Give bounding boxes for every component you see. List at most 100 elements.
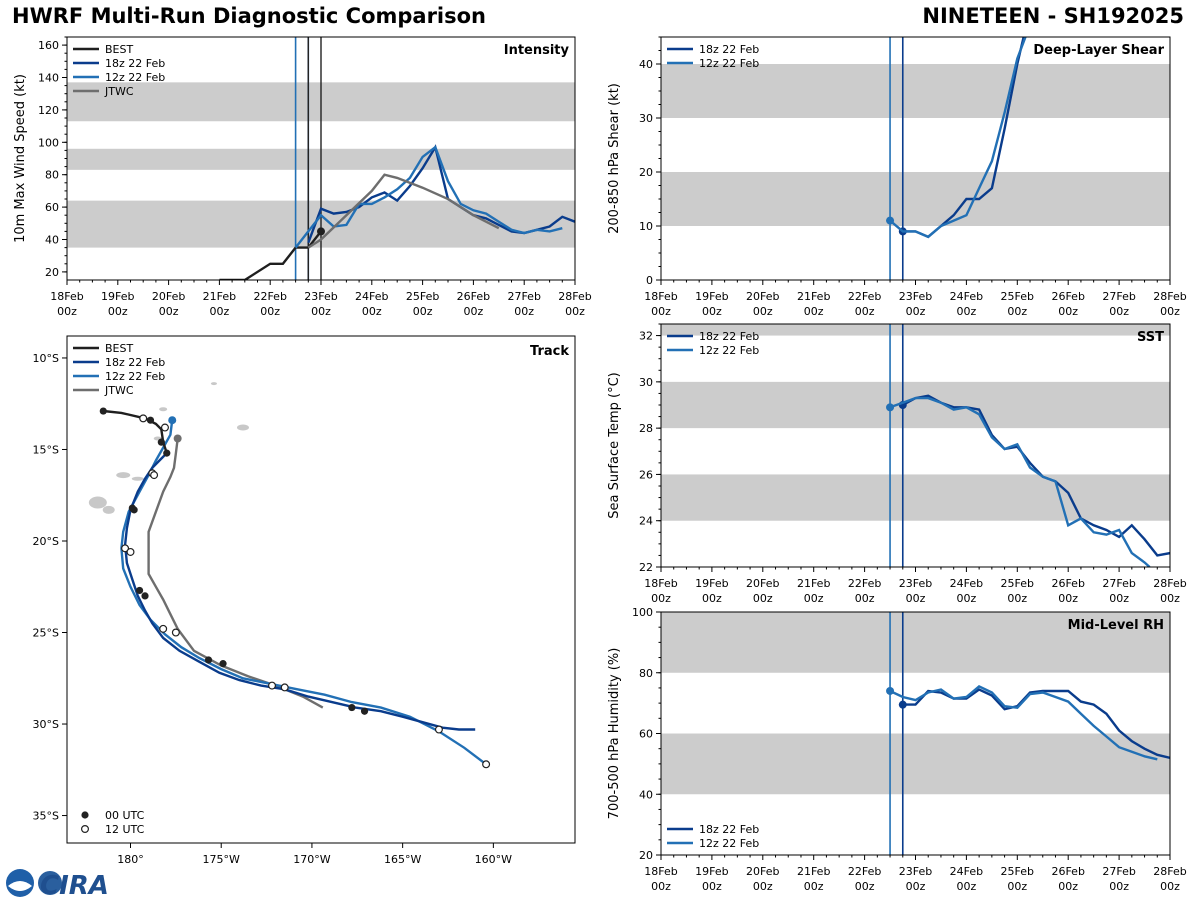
xtick-day: 28Feb <box>1153 290 1186 303</box>
figure-title: HWRF Multi-Run Diagnostic Comparison <box>12 4 487 28</box>
band-rh-1 <box>661 612 1170 673</box>
xtick-hour: 00z <box>855 592 875 605</box>
marker-00utc <box>360 707 369 715</box>
ytick-label: 40 <box>639 58 653 71</box>
ytick-label: 60 <box>639 728 653 741</box>
xtick-hour: 00z <box>957 880 977 893</box>
marker-00utc <box>141 592 149 600</box>
ytick-label: 10 <box>639 220 653 233</box>
xtick-hour: 00z <box>57 305 77 318</box>
xtick-hour: 00z <box>753 305 773 318</box>
marker-00utc <box>130 506 138 514</box>
ytick-label: 20°S <box>33 535 59 548</box>
track-start-run12z <box>168 416 177 425</box>
xtick-day: 27Feb <box>1102 290 1135 303</box>
ytick-label: 100 <box>632 606 653 619</box>
band-shear-1 <box>661 64 1170 118</box>
xtick-day: 23Feb <box>899 865 932 878</box>
ytick-label: 32 <box>639 330 653 343</box>
xtick-hour: 00z <box>702 880 722 893</box>
legend-label-run18z: 18z 22 Feb <box>105 356 165 369</box>
xtick-label: 160°W <box>475 853 512 866</box>
marker-00utc <box>348 703 356 712</box>
xtick-day: 26Feb <box>457 290 490 303</box>
xtick-hour: 00z <box>804 880 824 893</box>
xtick-hour: 00z <box>1160 592 1180 605</box>
xtick-day: 28Feb <box>558 290 591 303</box>
xtick-day: 25Feb <box>1001 865 1034 878</box>
legend-marker-00utc <box>81 811 89 819</box>
legend-label-run12z: 12z 22 Feb <box>105 370 165 383</box>
xtick-hour: 00z <box>1109 880 1129 893</box>
xtick-hour: 00z <box>108 305 128 318</box>
legend-label-run12z: 12z 22 Feb <box>699 837 759 850</box>
xtick-hour: 00z <box>362 305 382 318</box>
marker-00utc <box>204 656 213 664</box>
ytick-label: 25°S <box>33 627 59 640</box>
legend-label-run18z: 18z 22 Feb <box>699 823 759 836</box>
init-point-rh-run12z <box>886 686 895 695</box>
legend-label-run12z: 12z 22 Feb <box>699 344 759 357</box>
ytick-label: 30°S <box>33 718 59 731</box>
track-run12z <box>120 420 487 766</box>
xtick-hour: 00z <box>753 880 773 893</box>
marker-00utc <box>157 438 165 446</box>
marker-12utc <box>268 681 277 690</box>
storm-id: NINETEEN - SH192025 <box>922 4 1184 28</box>
xtick-day: 19Feb <box>101 290 134 303</box>
init-point-rh-run18z <box>898 700 907 709</box>
xtick-hour: 00z <box>1058 592 1078 605</box>
xtick-hour: 00z <box>906 880 926 893</box>
xtick-hour: 00z <box>311 305 331 318</box>
legend-label-12utc: 12 UTC <box>105 823 145 836</box>
series-rh-run12z <box>889 684 1158 761</box>
marker-12utc <box>482 760 491 769</box>
panel-title-sst: SST <box>1137 330 1164 345</box>
panel-intensity: 20 40 60 80 100 120 140 160 18Feb 00z 19Feb 00z 20Fe… <box>13 36 592 318</box>
xtick-day: 28Feb <box>1153 577 1186 590</box>
ytick-label: 160 <box>38 39 59 52</box>
island-5 <box>159 407 168 412</box>
panel-sst: 22 24 26 28 30 32 18Feb 00z 19Feb 00z 20Feb 00z 21Fe… <box>607 323 1187 605</box>
marker-12utc <box>139 414 148 423</box>
xtick-hour: 00z <box>1007 880 1027 893</box>
marker-12utc <box>126 547 135 556</box>
ytick-label: 80 <box>45 169 59 182</box>
ytick-label: 35°S <box>33 810 59 823</box>
legend-label-jtwc: JTWC <box>104 85 134 98</box>
xtick-day: 24Feb <box>950 290 983 303</box>
xtick-label: 165°W <box>384 853 421 866</box>
ytick-label: 100 <box>38 136 59 149</box>
track-start-jtwc <box>173 434 182 443</box>
legend-marker-12utc <box>80 824 89 833</box>
ylabel-rh: 700-500 hPa Humidity (%) <box>607 648 622 820</box>
xtick-day: 22Feb <box>848 865 881 878</box>
xtick-day: 19Feb <box>695 290 728 303</box>
xtick-hour: 00z <box>1058 305 1078 318</box>
panel-title-shear: Deep-Layer Shear <box>1033 43 1164 58</box>
xtick-hour: 00z <box>906 305 926 318</box>
xtick-day: 20Feb <box>746 290 779 303</box>
xtick-day: 18Feb <box>644 865 677 878</box>
series-sst-run12z <box>889 396 1151 567</box>
ylabel-shear: 200-850 hPa Shear (kt) <box>607 83 622 234</box>
xtick-hour: 00z <box>565 305 585 318</box>
marker-12utc <box>121 544 130 553</box>
band-shear-0 <box>661 172 1170 226</box>
xtick-day: 23Feb <box>899 290 932 303</box>
series-rh-run18z <box>902 688 1170 759</box>
ylabel-sst: Sea Surface Temp (°C) <box>607 372 622 519</box>
xtick-day: 24Feb <box>950 865 983 878</box>
xtick-hour: 00z <box>651 592 671 605</box>
band-sst-2 <box>661 324 1170 336</box>
xtick-hour: 00z <box>1007 592 1027 605</box>
xtick-day: 27Feb <box>1102 865 1135 878</box>
xtick-day: 19Feb <box>695 865 728 878</box>
xtick-day: 20Feb <box>152 290 185 303</box>
xtick-day: 22Feb <box>253 290 286 303</box>
xtick-day: 21Feb <box>203 290 236 303</box>
track-jtwc <box>147 438 324 709</box>
legend-label-run12z: 12z 22 Feb <box>105 71 165 84</box>
island-1 <box>102 505 115 514</box>
